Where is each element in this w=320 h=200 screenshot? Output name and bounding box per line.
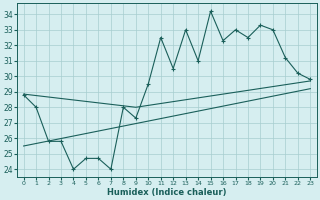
X-axis label: Humidex (Indice chaleur): Humidex (Indice chaleur) [107,188,227,197]
